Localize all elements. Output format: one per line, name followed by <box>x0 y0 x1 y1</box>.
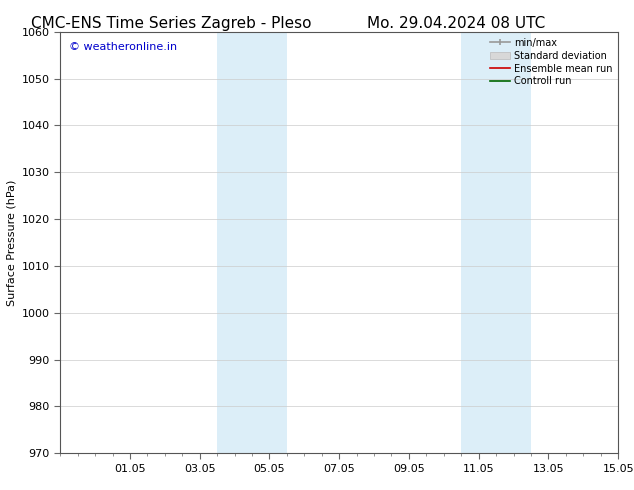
Text: CMC-ENS Time Series Zagreb - Pleso: CMC-ENS Time Series Zagreb - Pleso <box>31 16 311 31</box>
Bar <box>217 32 287 453</box>
Text: Mo. 29.04.2024 08 UTC: Mo. 29.04.2024 08 UTC <box>367 16 546 31</box>
Y-axis label: Surface Pressure (hPa): Surface Pressure (hPa) <box>6 179 16 306</box>
Text: © weatheronline.in: © weatheronline.in <box>68 43 177 52</box>
Legend: min/max, Standard deviation, Ensemble mean run, Controll run: min/max, Standard deviation, Ensemble me… <box>486 34 616 90</box>
Bar <box>462 32 531 453</box>
